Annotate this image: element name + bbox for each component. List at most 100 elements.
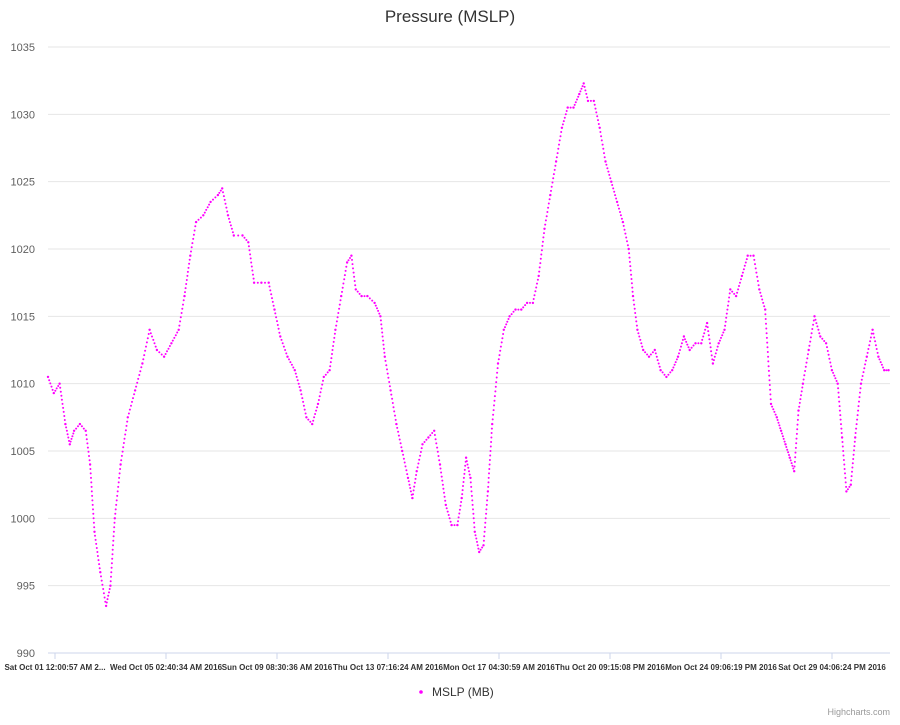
data-point[interactable] [550, 185, 553, 188]
data-point[interactable] [438, 463, 442, 466]
data-point[interactable] [46, 375, 50, 379]
data-point[interactable] [152, 338, 155, 341]
data-point[interactable] [472, 508, 474, 511]
data-point[interactable] [93, 526, 96, 529]
data-point[interactable] [286, 355, 289, 358]
data-point[interactable] [271, 297, 273, 300]
data-point[interactable] [826, 350, 829, 352]
data-point[interactable] [840, 436, 844, 439]
data-point[interactable] [278, 331, 281, 334]
data-point[interactable] [264, 281, 266, 284]
data-point[interactable] [84, 429, 87, 432]
data-point[interactable] [209, 200, 212, 204]
data-point[interactable] [856, 414, 859, 417]
data-point[interactable] [315, 409, 318, 412]
data-point[interactable] [50, 385, 53, 388]
data-point[interactable] [188, 262, 191, 265]
data-point[interactable] [834, 377, 837, 380]
data-point[interactable] [865, 355, 868, 358]
data-point[interactable] [133, 389, 137, 392]
data-point[interactable] [443, 495, 446, 498]
data-point[interactable] [878, 358, 881, 361]
data-point[interactable] [573, 103, 576, 106]
data-point[interactable] [566, 106, 569, 109]
data-point[interactable] [332, 345, 335, 347]
data-point[interactable] [274, 312, 277, 315]
data-point[interactable] [121, 450, 124, 453]
data-point[interactable] [245, 239, 248, 241]
data-point[interactable] [644, 351, 647, 354]
data-point[interactable] [223, 198, 226, 201]
data-point[interactable] [379, 315, 382, 318]
data-point[interactable] [303, 408, 306, 411]
data-point[interactable] [767, 360, 770, 363]
data-point[interactable] [429, 434, 432, 437]
data-point[interactable] [801, 386, 804, 389]
data-point[interactable] [722, 331, 725, 334]
data-point[interactable] [552, 177, 555, 180]
data-point[interactable] [852, 453, 855, 456]
data-point[interactable] [634, 316, 637, 319]
data-point[interactable] [586, 99, 590, 103]
data-point[interactable] [501, 337, 504, 340]
data-point[interactable] [707, 330, 710, 333]
data-point[interactable] [123, 437, 126, 440]
data-point[interactable] [349, 257, 351, 259]
data-point[interactable] [832, 371, 835, 374]
data-point[interactable] [823, 340, 826, 342]
data-point[interactable] [632, 299, 635, 302]
data-point[interactable] [875, 348, 878, 350]
data-point[interactable] [96, 555, 99, 557]
data-point[interactable] [583, 85, 586, 88]
data-point[interactable] [654, 352, 657, 355]
data-point[interactable] [547, 202, 550, 205]
data-point[interactable] [194, 220, 198, 224]
data-point[interactable] [537, 274, 540, 278]
data-point[interactable] [502, 333, 505, 335]
data-point[interactable] [704, 328, 707, 331]
data-point[interactable] [798, 401, 801, 404]
data-point[interactable] [252, 281, 256, 284]
data-point[interactable] [117, 485, 120, 488]
data-point[interactable] [115, 499, 118, 502]
data-point[interactable] [185, 279, 188, 281]
data-point[interactable] [589, 99, 592, 102]
data-point[interactable] [773, 410, 776, 413]
data-point[interactable] [639, 338, 642, 341]
data-point[interactable] [60, 394, 63, 397]
data-point[interactable] [222, 191, 224, 194]
data-point[interactable] [80, 425, 83, 428]
data-point[interactable] [655, 355, 658, 358]
data-point[interactable] [866, 351, 869, 354]
data-point[interactable] [846, 488, 849, 491]
data-point[interactable] [796, 428, 799, 431]
data-point[interactable] [419, 451, 422, 453]
data-point[interactable] [111, 553, 114, 556]
data-point[interactable] [493, 404, 495, 407]
data-point[interactable] [329, 365, 332, 368]
data-point[interactable] [341, 286, 344, 289]
data-point[interactable] [785, 446, 788, 448]
data-point[interactable] [65, 429, 68, 432]
data-point[interactable] [414, 477, 417, 480]
data-point[interactable] [813, 315, 816, 318]
data-point[interactable] [479, 548, 482, 551]
data-point[interactable] [188, 258, 191, 261]
data-point[interactable] [96, 551, 99, 553]
data-point[interactable] [154, 345, 157, 348]
data-point[interactable] [229, 224, 232, 227]
data-point[interactable] [885, 369, 888, 372]
data-point[interactable] [744, 261, 747, 264]
data-point[interactable] [392, 406, 395, 409]
data-point[interactable] [577, 95, 580, 98]
data-point[interactable] [859, 387, 862, 390]
data-point[interactable] [433, 429, 436, 432]
data-point[interactable] [867, 348, 870, 350]
data-point[interactable] [384, 359, 387, 362]
data-point[interactable] [444, 503, 447, 507]
data-point[interactable] [795, 442, 798, 445]
data-point[interactable] [448, 517, 451, 520]
data-point[interactable] [280, 338, 283, 341]
data-point[interactable] [464, 456, 468, 459]
data-point[interactable] [247, 245, 250, 248]
